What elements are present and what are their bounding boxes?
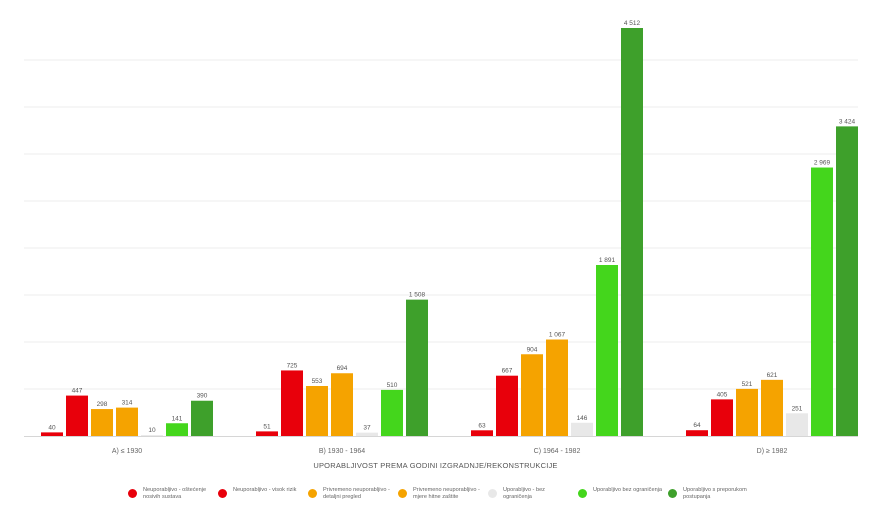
legend: Neuporabljivo - oštećenje nosivih sustav… bbox=[128, 487, 768, 517]
data-label: 510 bbox=[387, 382, 398, 389]
bar bbox=[736, 388, 758, 436]
data-label: 3 424 bbox=[839, 118, 856, 125]
legend-label: Uporabljivo - bez ograničenja bbox=[503, 487, 545, 501]
data-label: 37 bbox=[363, 425, 371, 432]
data-label: 51 bbox=[263, 423, 271, 430]
data-label: 314 bbox=[122, 400, 133, 407]
bar bbox=[521, 354, 543, 436]
bar bbox=[41, 432, 63, 436]
data-label: 553 bbox=[312, 378, 323, 385]
data-label: 1 508 bbox=[409, 292, 426, 299]
data-label: 40 bbox=[48, 424, 56, 431]
data-label: 64 bbox=[693, 422, 701, 429]
bar bbox=[546, 339, 568, 436]
category-label: A) ≤ 1930 bbox=[112, 448, 142, 455]
data-label: 390 bbox=[197, 393, 208, 400]
legend-swatch bbox=[128, 489, 137, 498]
data-label: 298 bbox=[97, 401, 108, 408]
x-axis-title: UPORABLJIVOST PREMA GODINI IZGRADNJE/REK… bbox=[313, 461, 558, 470]
bar bbox=[356, 432, 378, 436]
bar bbox=[571, 422, 593, 436]
data-label: 621 bbox=[767, 372, 778, 379]
category-label: C) 1964 - 1982 bbox=[534, 448, 581, 455]
bar bbox=[496, 375, 518, 436]
data-label: 2 969 bbox=[814, 160, 831, 167]
bar bbox=[331, 373, 353, 436]
bar bbox=[711, 399, 733, 436]
bar bbox=[141, 435, 163, 436]
bar bbox=[381, 389, 403, 436]
data-label: 405 bbox=[717, 391, 728, 398]
legend-swatch bbox=[578, 489, 587, 498]
legend-label: Privremeno neuporabljivo - detaljni preg… bbox=[323, 487, 390, 501]
legend-label: Neuporabljivo - visok rizik bbox=[233, 487, 297, 493]
bar bbox=[256, 431, 278, 436]
bar bbox=[786, 413, 808, 436]
value-labels: 40 447 298 314 10 141 390 51 725 553 694 37 510 1 508… bbox=[48, 20, 855, 434]
data-label: 10 bbox=[148, 427, 156, 434]
data-label: 63 bbox=[478, 422, 486, 429]
bar bbox=[621, 28, 643, 436]
data-label: 447 bbox=[72, 388, 83, 395]
data-label: 694 bbox=[337, 365, 348, 372]
bar bbox=[811, 167, 833, 436]
bar bbox=[66, 395, 88, 436]
legend-swatch bbox=[308, 489, 317, 498]
legend-swatch bbox=[218, 489, 227, 498]
gridlines bbox=[24, 59, 858, 437]
legend-swatch bbox=[668, 489, 677, 498]
bar bbox=[91, 409, 113, 436]
data-label: 521 bbox=[742, 381, 753, 388]
data-label: 1 891 bbox=[599, 257, 616, 264]
legend-label: Privremeno neuporabljivo - mjere hitne z… bbox=[413, 487, 480, 501]
bar bbox=[596, 265, 618, 436]
bar bbox=[686, 430, 708, 436]
bars bbox=[41, 28, 858, 436]
bar bbox=[281, 370, 303, 436]
bar bbox=[191, 400, 213, 436]
data-label: 904 bbox=[527, 346, 538, 353]
legend-swatch bbox=[488, 489, 497, 498]
data-label: 141 bbox=[172, 415, 183, 422]
bar bbox=[836, 126, 858, 436]
bar bbox=[761, 379, 783, 436]
category-label: B) 1930 - 1964 bbox=[319, 448, 365, 455]
data-label: 4 512 bbox=[624, 20, 641, 27]
category-labels: A) ≤ 1930 B) 1930 - 1964 C) 1964 - 1982 D) … bbox=[112, 448, 788, 455]
bar bbox=[471, 430, 493, 436]
data-label: 1 067 bbox=[549, 332, 566, 339]
legend-label: Uporabljivo s preporukom postupanja bbox=[683, 487, 747, 501]
category-label: D) ≥ 1982 bbox=[757, 448, 788, 455]
data-label: 667 bbox=[502, 368, 513, 375]
bar bbox=[116, 407, 138, 436]
legend-swatch bbox=[398, 489, 407, 498]
bar bbox=[306, 385, 328, 436]
data-label: 146 bbox=[577, 415, 588, 422]
bar bbox=[166, 423, 188, 436]
data-label: 251 bbox=[792, 405, 803, 412]
legend-label: Neuporabljivo - oštećenje nosivih sustav… bbox=[143, 487, 207, 501]
data-label: 725 bbox=[287, 362, 298, 369]
bar bbox=[406, 299, 428, 436]
legend-label: Uporabljivo bez ograničenja bbox=[593, 487, 663, 493]
